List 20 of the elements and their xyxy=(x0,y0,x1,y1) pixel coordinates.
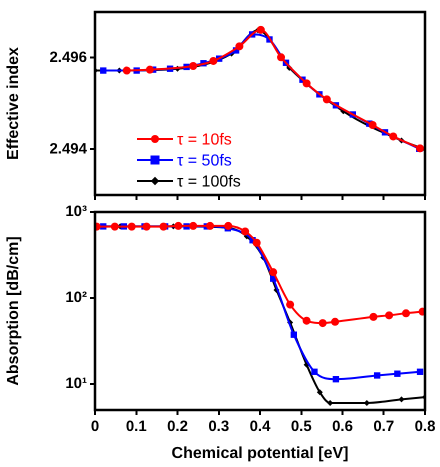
x-tick-label: 0.2 xyxy=(167,418,188,436)
y-tick-label: 10² xyxy=(65,289,87,306)
x-tick-label: 0.5 xyxy=(290,418,312,436)
x-tick-label: 0.4 xyxy=(250,418,272,436)
x-tick-label: 0.6 xyxy=(332,418,353,436)
legend-label: τ = 100fs xyxy=(177,173,241,190)
y-tick-label: 2.494 xyxy=(49,140,88,158)
x-axis-title: Chemical potential [eV] xyxy=(172,444,348,462)
legend-label: τ = 50fs xyxy=(177,152,232,170)
y-tick-label: 10³ xyxy=(65,203,87,220)
x-tick-label: 0.7 xyxy=(373,418,394,436)
x-tick-label: 0.1 xyxy=(126,418,147,436)
y-tick-label: 10¹ xyxy=(65,375,87,392)
legend-label: τ = 10fs xyxy=(177,131,232,148)
x-tick-label: 0 xyxy=(90,418,100,436)
x-tick-label: 0.8 xyxy=(414,418,436,436)
y-axis-title: Effective index xyxy=(5,46,22,160)
y-tick-label: 2.496 xyxy=(49,48,87,66)
x-tick-label: 0.3 xyxy=(208,418,230,436)
y-axis-title: Absorption [dB/cm] xyxy=(5,236,22,386)
